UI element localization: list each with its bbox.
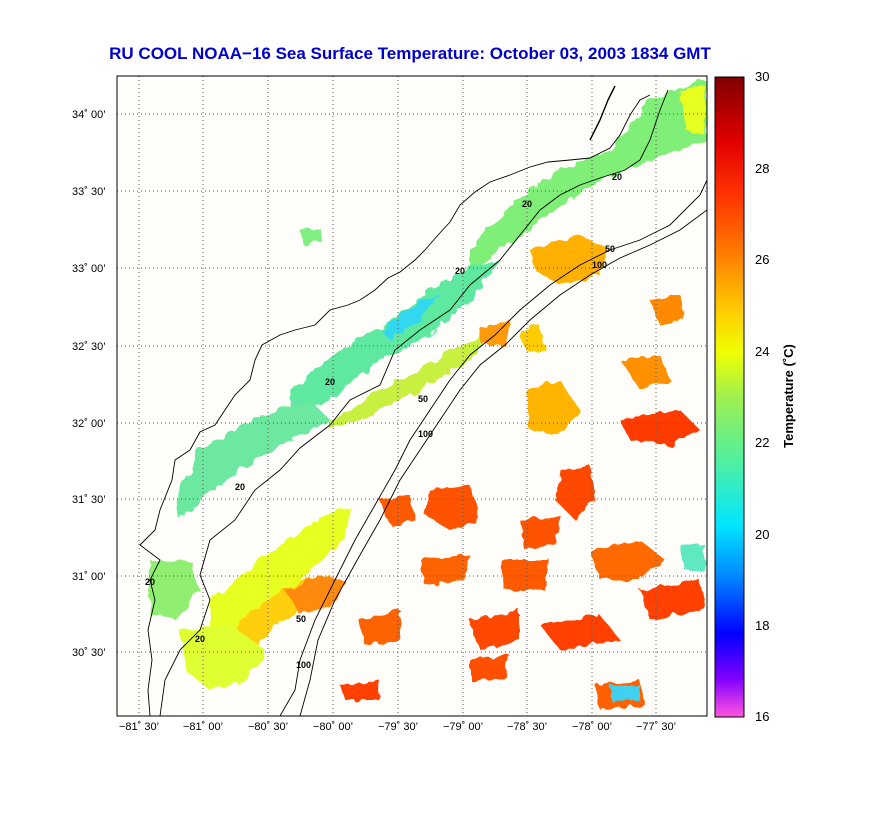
contour-labels: 20 20 20 20 20 20 20 50 100 50 100 50 10… [145, 172, 622, 670]
lat-label: 33˚ 30’ [72, 186, 106, 198]
contour-label: 20 [145, 577, 155, 587]
contour-label: 50 [296, 614, 306, 624]
lat-label: 32˚ 30’ [72, 341, 106, 353]
sst-patch-gs-12 [470, 610, 520, 650]
lon-label: −78˚ 30’ [507, 721, 547, 733]
isobath-100m [299, 209, 707, 716]
sst-patch-gs-14 [360, 610, 400, 645]
sst-patch-gs-11 [420, 555, 470, 585]
contour-label: 50 [605, 244, 615, 254]
map-title: RU COOL NOAA−16 Sea Surface Temperature:… [109, 44, 711, 63]
sst-patch-gs-20 [620, 355, 670, 390]
lat-label: 30˚ 30’ [72, 647, 106, 659]
sst-patch-gs-16 [340, 680, 380, 700]
sst-patch-yellow-sw [180, 625, 265, 690]
sst-patch-green-n [300, 228, 322, 244]
sst-patch-gs-4 [620, 410, 700, 445]
colorbar-ticks: 30 28 26 24 22 20 18 16 [755, 69, 769, 724]
sst-patch-cool-s [610, 685, 640, 702]
sst-patch-gs-2 [530, 235, 610, 285]
sst-patch-shelf-north [470, 80, 707, 270]
contour-label: 20 [522, 199, 532, 209]
sst-patch-gs-6 [425, 485, 480, 530]
colorbar-tick: 24 [755, 344, 769, 359]
contour-label: 100 [296, 660, 311, 670]
isobath-20m [159, 89, 669, 716]
sst-patch-gs-9 [590, 540, 665, 580]
isobath-50m [279, 179, 707, 716]
sst-patch-green-sw [150, 560, 200, 620]
sst-patch-gs-3 [480, 320, 510, 345]
sst-patch-gs-15 [470, 655, 510, 680]
contour-label: 100 [418, 429, 433, 439]
lon-label: −81˚ 30’ [119, 721, 159, 733]
sst-patch-gs-5 [555, 465, 595, 520]
lat-label: 33˚ 00’ [72, 263, 106, 275]
contour-label: 20 [455, 266, 465, 276]
sst-patch-gs-22 [680, 85, 705, 135]
colorbar-tick: 30 [755, 69, 769, 84]
lon-label: −81˚ 00’ [183, 721, 223, 733]
coastline-and-isobaths [139, 85, 707, 716]
colorbar-tick: 22 [755, 435, 769, 450]
lat-label: 32˚ 00’ [72, 418, 106, 430]
contour-label: 20 [325, 377, 335, 387]
latitude-labels: 34˚ 00’ 33˚ 30’ 33˚ 00’ 32˚ 30’ 32˚ 00’ … [72, 109, 106, 659]
sst-patch-gs-21 [650, 295, 685, 325]
sst-patch-yellow-a [210, 505, 350, 650]
coastline [139, 94, 651, 716]
lat-label: 31˚ 00’ [72, 571, 106, 583]
contour-label: 20 [195, 634, 205, 644]
lon-label: −78˚ 00’ [572, 721, 612, 733]
sst-patch-gs-18 [525, 380, 580, 435]
sst-patch-cool-se [680, 545, 705, 570]
sst-patch-gs-13 [540, 615, 620, 650]
contour-label: 20 [612, 172, 622, 182]
colorbar-tick: 26 [755, 252, 769, 267]
lon-label: −80˚ 00’ [313, 721, 353, 733]
colorbar-tick: 18 [755, 618, 769, 633]
colorbar-tick: 16 [755, 709, 769, 724]
colorbar-label: Temperature (˚C) [781, 344, 796, 448]
sst-field [150, 80, 707, 710]
colorbar [714, 76, 745, 718]
lon-label: −79˚ 30’ [378, 721, 418, 733]
lat-label: 34˚ 00’ [72, 109, 106, 121]
sst-patch-shelf-south-yellow [330, 330, 500, 430]
colorbar-tick: 20 [755, 527, 769, 542]
coastline-barrier [589, 85, 616, 141]
contour-label: 20 [235, 482, 245, 492]
lon-label: −80˚ 30’ [248, 721, 288, 733]
lat-label: 31˚ 30’ [72, 494, 106, 506]
plot-frame [116, 75, 708, 717]
sst-patch-gs-1 [285, 575, 345, 615]
longitude-labels: −81˚ 30’ −81˚ 00’ −80˚ 30’ −80˚ 00’ −79˚… [119, 721, 676, 733]
graticule [117, 76, 707, 716]
colorbar-tick: 28 [755, 161, 769, 176]
sst-patch-shelf-cool [380, 295, 440, 340]
lon-label: −77˚ 30’ [636, 721, 676, 733]
sst-patch-gs-10 [500, 560, 550, 590]
sst-patch-gs-23 [640, 580, 705, 620]
sst-patch-gs-8 [520, 515, 560, 550]
contour-label: 50 [418, 394, 428, 404]
sst-patch-shelf-south-green [175, 400, 330, 520]
sst-patch-shelf-mid [290, 260, 500, 420]
sst-patch-gs-19 [520, 325, 545, 350]
lon-label: −79˚ 00’ [443, 721, 483, 733]
contour-label: 100 [592, 260, 607, 270]
